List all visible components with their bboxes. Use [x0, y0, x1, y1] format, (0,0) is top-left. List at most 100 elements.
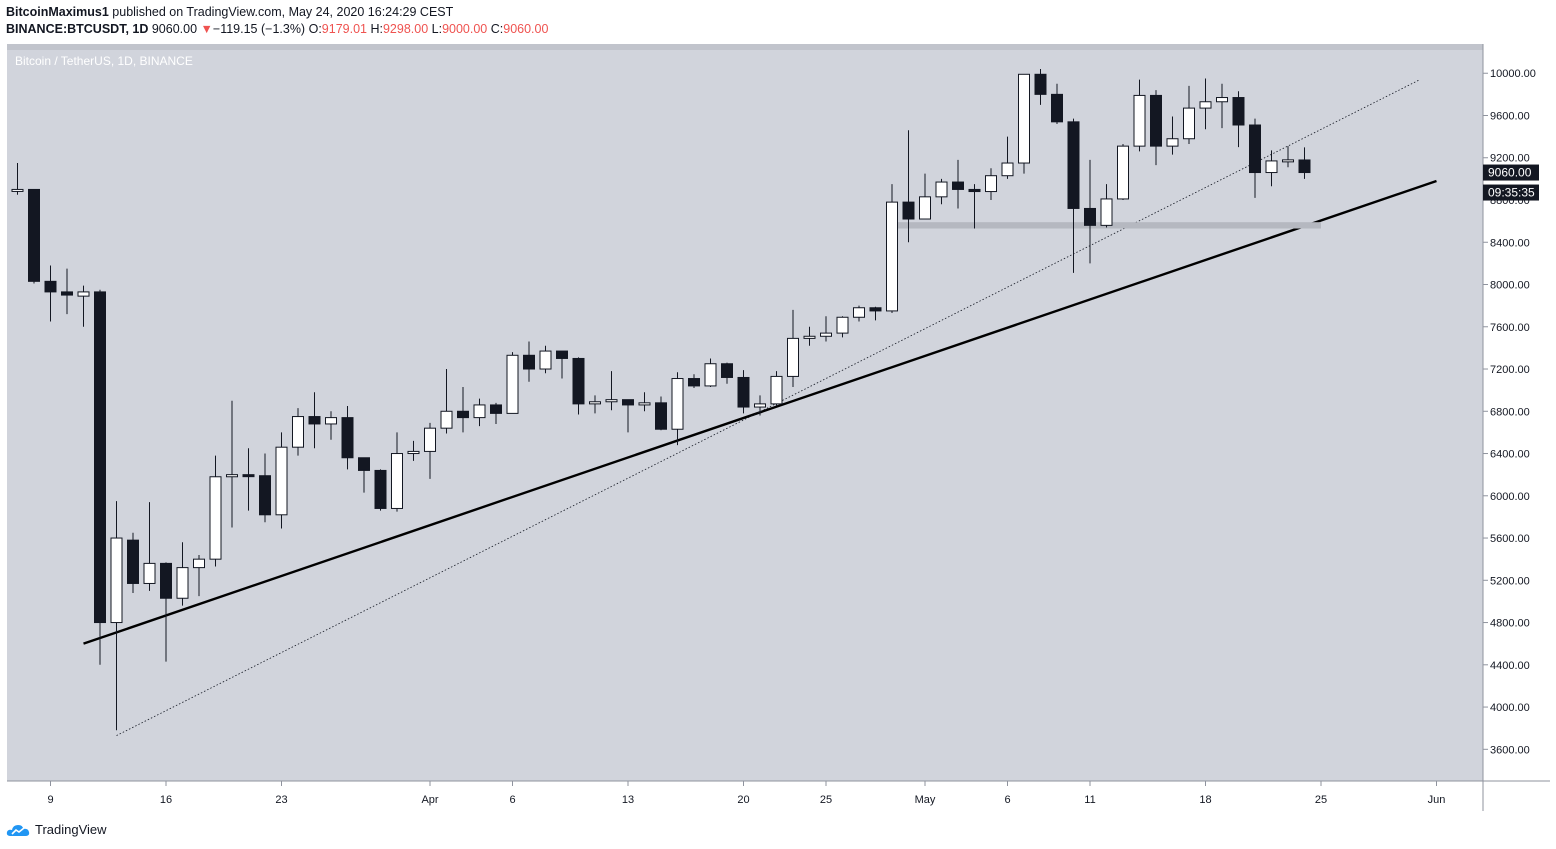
author-name[interactable]: BitcoinMaximus1	[6, 5, 109, 19]
candle	[77, 285, 90, 327]
candle-body	[1067, 121, 1080, 209]
candle	[292, 408, 304, 456]
y-tick-label: 5200.00	[1490, 575, 1530, 587]
candle	[688, 374, 700, 389]
candle-body	[374, 469, 387, 509]
candle	[886, 184, 898, 314]
low-label: L:	[431, 22, 443, 36]
candle-body	[754, 403, 766, 408]
last-price-badge: 9060.00	[1483, 164, 1539, 181]
candle	[259, 453, 271, 523]
candle-body	[424, 427, 436, 452]
candle-body	[721, 363, 733, 378]
candle	[1166, 116, 1179, 155]
candle-body	[110, 537, 123, 624]
candle-body	[869, 307, 882, 312]
candle-body	[589, 401, 601, 405]
y-tick-label: 6400.00	[1490, 449, 1530, 461]
candle-body	[952, 181, 964, 190]
tradingview-logo[interactable]: TradingView	[6, 822, 107, 837]
candle-body	[556, 350, 568, 359]
candle	[28, 188, 40, 284]
candle-body	[1084, 207, 1096, 226]
candle	[226, 400, 238, 528]
candle	[1051, 83, 1063, 124]
candle-body	[605, 399, 618, 403]
candle-body	[1018, 73, 1030, 164]
y-tick-label: 7200.00	[1490, 364, 1530, 376]
candle-body	[688, 378, 700, 387]
y-axis-ticks: 3600.00 4000.00 4400.00 4800.00 5200.00 5600.…	[1483, 68, 1536, 756]
high-label: H:	[370, 22, 383, 36]
y-tick-label: 10000.00	[1490, 68, 1536, 80]
candle-body	[737, 376, 750, 408]
candle	[622, 399, 634, 433]
candle	[902, 130, 915, 243]
candle-body	[1034, 73, 1047, 95]
candle-body	[193, 558, 205, 569]
time-axis[interactable]	[7, 781, 1483, 811]
candle	[374, 469, 387, 511]
candle-body	[325, 417, 337, 425]
candle-body	[391, 453, 403, 509]
candle	[1018, 73, 1030, 174]
candle-body	[1232, 97, 1245, 126]
y-tick-label: 4000.00	[1490, 702, 1530, 714]
candle-body	[28, 188, 40, 282]
publication-line: BitcoinMaximus1 published on TradingView…	[6, 5, 453, 19]
candle-body	[308, 416, 321, 425]
candle	[490, 402, 502, 424]
candles-layer	[11, 69, 1311, 731]
candle	[803, 326, 816, 346]
candle	[44, 265, 57, 322]
candle-body	[143, 562, 156, 584]
candle-body	[704, 363, 717, 387]
candle-body	[1298, 159, 1311, 174]
x-tick-label: 16	[160, 794, 172, 806]
x-axis-ticks: 9 16 23 Apr 6 13 20 25 May 6 11 18 25 Jun	[47, 781, 1445, 806]
y-tick-label: 8000.00	[1490, 280, 1530, 292]
candle-body	[341, 417, 354, 459]
candle	[1150, 90, 1162, 166]
last-price-label: 9060.00	[1488, 166, 1532, 180]
x-tick-label: Jun	[1428, 794, 1446, 806]
y-tick-label: 4800.00	[1490, 618, 1530, 630]
candle	[1265, 150, 1278, 187]
x-tick-label: May	[915, 794, 936, 806]
candle-body	[44, 280, 57, 293]
candle-body	[1282, 159, 1294, 163]
candle	[1282, 146, 1294, 168]
candle	[506, 352, 519, 414]
brand-label: TradingView	[35, 822, 107, 837]
x-tick-label: 9	[47, 794, 53, 806]
x-tick-label: 18	[1199, 794, 1211, 806]
candle	[391, 432, 403, 512]
plot-area[interactable]	[7, 44, 1483, 781]
x-tick-label: 13	[622, 794, 634, 806]
candle	[820, 316, 832, 342]
candle	[787, 309, 799, 387]
candle	[952, 159, 964, 209]
candle	[737, 370, 750, 414]
candle	[1298, 147, 1311, 179]
candle-body	[902, 201, 915, 220]
candle	[110, 501, 123, 731]
candle	[655, 396, 667, 431]
candle-body	[1265, 160, 1278, 174]
x-tick-label: 6	[1004, 794, 1010, 806]
x-tick-label: 25	[1315, 794, 1327, 806]
candle-body	[473, 404, 486, 419]
candle-body	[985, 175, 997, 193]
last-price: 9060.00	[151, 22, 198, 36]
candle	[209, 455, 222, 567]
y-tick-label: 5600.00	[1490, 533, 1530, 545]
candle	[935, 178, 948, 205]
candle-body	[572, 357, 585, 405]
candle	[721, 362, 733, 384]
y-tick-label: 7600.00	[1490, 322, 1530, 334]
candle	[176, 542, 189, 606]
candle-body	[292, 416, 304, 448]
candle-body	[1216, 97, 1228, 103]
published-text: published on TradingView.com, May 24, 20…	[112, 5, 454, 19]
